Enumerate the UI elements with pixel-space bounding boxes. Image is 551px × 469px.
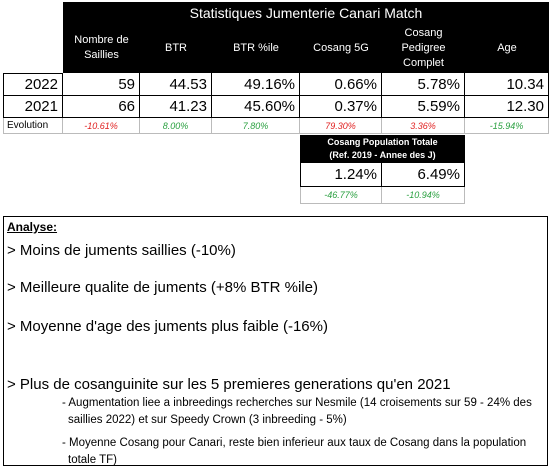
analysis-box: Analyse: > Moins de juments saillies (-1… bbox=[3, 216, 548, 466]
cell: 41.23 bbox=[140, 96, 212, 118]
analysis-point: > Meilleure qualite de juments (+8% BTR … bbox=[7, 279, 318, 296]
column-header: Nombre de Saillies bbox=[74, 34, 129, 61]
analysis-detail: - Augmentation liee a inbreedings recher… bbox=[62, 397, 532, 426]
row-label: 2022 bbox=[3, 73, 63, 96]
cell: 45.60% bbox=[212, 96, 300, 118]
population-cell: 6.49% bbox=[382, 163, 465, 187]
cell: 0.66% bbox=[300, 73, 382, 96]
evolution-cell: 7.80% bbox=[212, 118, 300, 134]
evolution-cell: 79.30% bbox=[300, 118, 382, 134]
evolution-cell: 8.00% bbox=[140, 118, 212, 134]
column-header: Cosang 5G bbox=[313, 41, 369, 54]
population-header-band bbox=[300, 135, 465, 163]
population-subtitle: (Ref. 2019 - Annee des J) bbox=[329, 150, 436, 160]
analysis-heading: Analyse: bbox=[7, 220, 58, 234]
cell: 0.37% bbox=[300, 96, 382, 118]
cell: 12.30 bbox=[465, 96, 549, 118]
analysis-detail: - Moyenne Cosang pour Canari, reste bien… bbox=[62, 437, 527, 466]
evolution-cell: 3.36% bbox=[382, 118, 465, 134]
cell: 49.16% bbox=[212, 73, 300, 96]
evolution-cell: -10.61% bbox=[63, 118, 140, 134]
cell: 5.59% bbox=[382, 96, 465, 118]
cell: 10.34 bbox=[465, 73, 549, 96]
column-header: BTR bbox=[165, 41, 187, 54]
cell: 59 bbox=[63, 73, 140, 96]
population-title: Cosang Population Totale bbox=[327, 136, 438, 147]
table-title: Statistiques Jumenterie Canari Match bbox=[189, 4, 423, 21]
header-band bbox=[63, 2, 549, 73]
column-header: Age bbox=[497, 41, 517, 54]
cell: 5.78% bbox=[382, 73, 465, 96]
cell: 66 bbox=[63, 96, 140, 118]
cell: 44.53 bbox=[140, 73, 212, 96]
population-evolution: -10.94% bbox=[382, 187, 465, 204]
column-header: BTR %ile bbox=[233, 41, 279, 54]
row-label: 2021 bbox=[3, 96, 63, 118]
analysis-point: > Plus de cosanguinite sur les 5 premier… bbox=[7, 376, 451, 393]
row-label: Evolution bbox=[3, 118, 63, 134]
analysis-point: > Moyenne d'age des juments plus faible … bbox=[7, 318, 328, 335]
population-evolution: -46.77% bbox=[300, 187, 382, 204]
analysis-point: > Moins de juments saillies (-10%) bbox=[7, 242, 236, 259]
population-cell: 1.24% bbox=[300, 163, 382, 187]
evolution-cell: -15.94% bbox=[465, 118, 549, 134]
column-header: Cosang Pedigree Complet bbox=[401, 26, 446, 69]
